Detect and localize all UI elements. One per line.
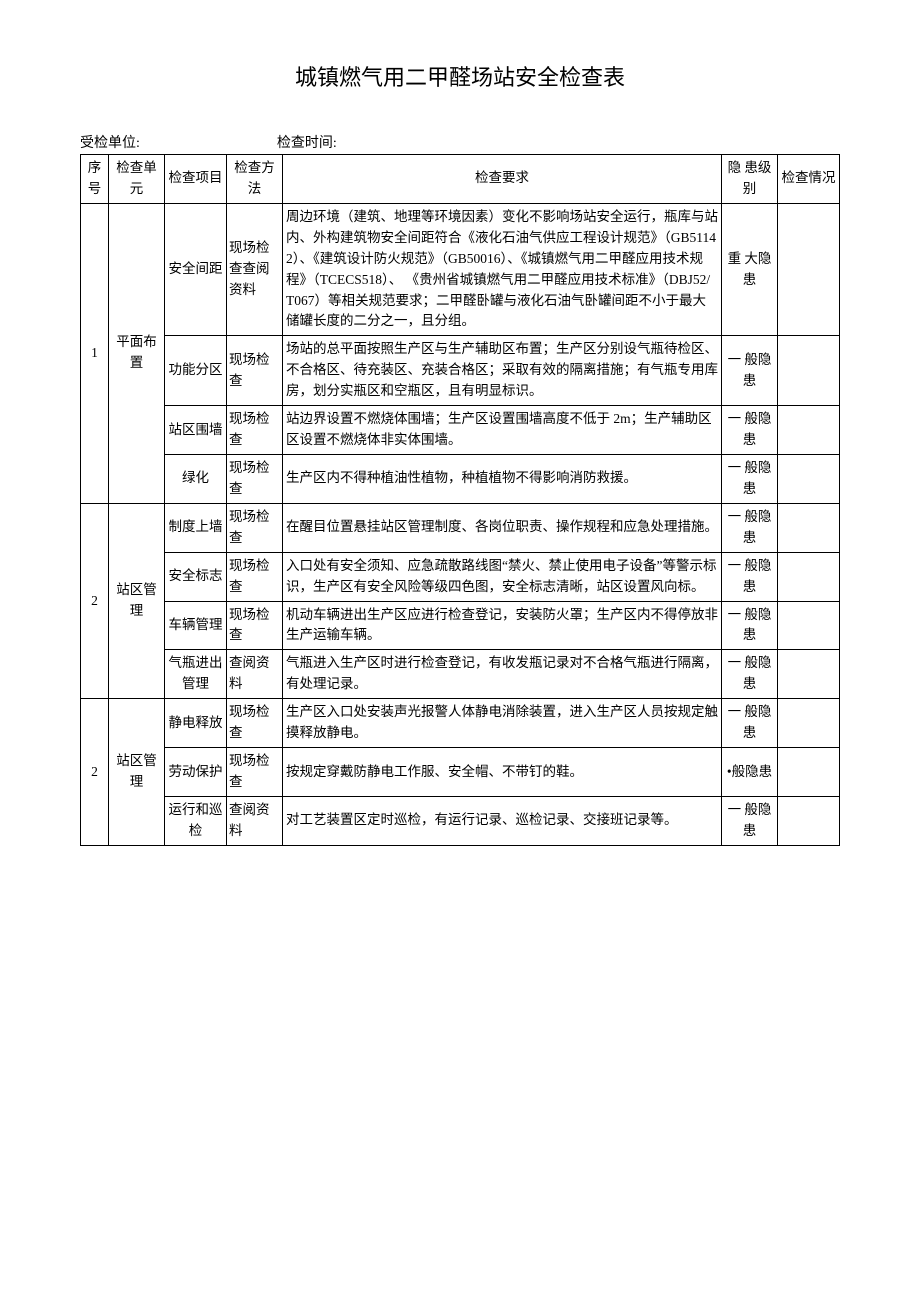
table-row: 车辆管理现场检查机动车辆进出生产区应进行检查登记，安装防火罩；生产区内不得停放非… — [81, 601, 840, 650]
cell-method: 现场检查 — [227, 503, 283, 552]
inspected-unit-label: 受检单位: — [80, 132, 140, 152]
table-row: 1平面布置安全间距现场检查查阅资料周边环境（建筑、地理等环境因素）变化不影响场站… — [81, 203, 840, 336]
cell-requirement: 在醒目位置悬挂站区管理制度、各岗位职责、操作规程和应急处理措施。 — [283, 503, 722, 552]
cell-item: 安全间距 — [165, 203, 227, 336]
cell-status — [778, 601, 840, 650]
inspection-table: 序号 检查单元 检查项目 检查方法 检查要求 隐 患级别 检查情况 1平面布置安… — [80, 154, 840, 846]
cell-method: 查阅资料 — [227, 796, 283, 845]
cell-status — [778, 650, 840, 699]
cell-level: 一 般隐患 — [722, 650, 778, 699]
table-row: 功能分区现场检查场站的总平面按照生产区与生产辅助区布置；生产区分别设气瓶待检区、… — [81, 336, 840, 406]
cell-seq: 2 — [81, 503, 109, 698]
cell-item: 功能分区 — [165, 336, 227, 406]
cell-item: 运行和巡检 — [165, 796, 227, 845]
cell-seq: 1 — [81, 203, 109, 503]
cell-method: 现场检查 — [227, 748, 283, 797]
cell-level: 一 般隐患 — [722, 699, 778, 748]
cell-method: 现场检查查阅资料 — [227, 203, 283, 336]
table-row: 绿化现场检查生产区内不得种植油性植物，种植植物不得影响消防救援。一 般隐患 — [81, 454, 840, 503]
cell-status — [778, 748, 840, 797]
header-seq: 序号 — [81, 155, 109, 204]
inspection-time-label: 检查时间: — [277, 132, 337, 152]
cell-status — [778, 203, 840, 336]
cell-item: 车辆管理 — [165, 601, 227, 650]
cell-unit: 站区管理 — [109, 503, 165, 698]
cell-status — [778, 454, 840, 503]
cell-seq: 2 — [81, 699, 109, 846]
cell-requirement: 场站的总平面按照生产区与生产辅助区布置；生产区分别设气瓶待检区、不合格区、待充装… — [283, 336, 722, 406]
cell-level: 一 般隐患 — [722, 406, 778, 455]
cell-item: 静电释放 — [165, 699, 227, 748]
cell-requirement: 机动车辆进出生产区应进行检查登记，安装防火罩；生产区内不得停放非生产运输车辆。 — [283, 601, 722, 650]
cell-method: 查阅资料 — [227, 650, 283, 699]
cell-requirement: 入口处有安全须知、应急疏散路线图“禁火、禁止使用电子设备”等警示标识，生产区有安… — [283, 552, 722, 601]
table-header-row: 序号 检查单元 检查项目 检查方法 检查要求 隐 患级别 检查情况 — [81, 155, 840, 204]
cell-status — [778, 406, 840, 455]
cell-level: 一 般隐患 — [722, 454, 778, 503]
cell-item: 制度上墙 — [165, 503, 227, 552]
cell-item: 安全标志 — [165, 552, 227, 601]
cell-item: 气瓶进出管理 — [165, 650, 227, 699]
header-status: 检查情况 — [778, 155, 840, 204]
cell-level: 一 般隐患 — [722, 503, 778, 552]
cell-requirement: 气瓶进入生产区时进行检查登记，有收发瓶记录对不合格气瓶进行隔离，有处理记录。 — [283, 650, 722, 699]
meta-row: 受检单位: 检查时间: — [80, 132, 840, 152]
cell-method: 现场检查 — [227, 552, 283, 601]
cell-method: 现场检查 — [227, 406, 283, 455]
cell-status — [778, 699, 840, 748]
cell-level: 一 般隐患 — [722, 796, 778, 845]
cell-level: 一 般隐患 — [722, 601, 778, 650]
header-req: 检查要求 — [283, 155, 722, 204]
cell-status — [778, 336, 840, 406]
cell-unit: 站区管理 — [109, 699, 165, 846]
table-row: 安全标志现场检查入口处有安全须知、应急疏散路线图“禁火、禁止使用电子设备”等警示… — [81, 552, 840, 601]
cell-method: 现场检查 — [227, 699, 283, 748]
cell-level: 一 般隐患 — [722, 552, 778, 601]
cell-requirement: 生产区入口处安装声光报警人体静电消除装置，进入生产区人员按规定触摸释放静电。 — [283, 699, 722, 748]
cell-level: 一 般隐患 — [722, 336, 778, 406]
table-row: 2站区管理静电释放现场检查生产区入口处安装声光报警人体静电消除装置，进入生产区人… — [81, 699, 840, 748]
page-title: 城镇燃气用二甲醛场站安全检查表 — [80, 60, 840, 92]
cell-status — [778, 503, 840, 552]
cell-requirement: 周边环境（建筑、地理等环境因素）变化不影响场站安全运行，瓶库与站内、外构建筑物安… — [283, 203, 722, 336]
cell-method: 现场检查 — [227, 454, 283, 503]
header-item: 检查项目 — [165, 155, 227, 204]
header-method: 检查方法 — [227, 155, 283, 204]
cell-method: 现场检查 — [227, 336, 283, 406]
cell-level: 重 大隐患 — [722, 203, 778, 336]
cell-unit: 平面布置 — [109, 203, 165, 503]
cell-item: 站区围墙 — [165, 406, 227, 455]
table-row: 运行和巡检查阅资料对工艺装置区定时巡检，有运行记录、巡检记录、交接班记录等。一 … — [81, 796, 840, 845]
header-unit: 检查单元 — [109, 155, 165, 204]
cell-level: •般隐患 — [722, 748, 778, 797]
cell-requirement: 生产区内不得种植油性植物，种植植物不得影响消防救援。 — [283, 454, 722, 503]
cell-requirement: 按规定穿戴防静电工作服、安全帽、不带钉的鞋。 — [283, 748, 722, 797]
cell-item: 绿化 — [165, 454, 227, 503]
cell-method: 现场检查 — [227, 601, 283, 650]
cell-requirement: 对工艺装置区定时巡检，有运行记录、巡检记录、交接班记录等。 — [283, 796, 722, 845]
table-row: 劳动保护现场检查按规定穿戴防静电工作服、安全帽、不带钉的鞋。•般隐患 — [81, 748, 840, 797]
header-level: 隐 患级别 — [722, 155, 778, 204]
table-row: 2站区管理制度上墙现场检查在醒目位置悬挂站区管理制度、各岗位职责、操作规程和应急… — [81, 503, 840, 552]
table-row: 站区围墙现场检查站边界设置不燃烧体围墙；生产区设置围墙高度不低于 2m；生产辅助… — [81, 406, 840, 455]
cell-status — [778, 796, 840, 845]
table-body: 1平面布置安全间距现场检查查阅资料周边环境（建筑、地理等环境因素）变化不影响场站… — [81, 203, 840, 845]
cell-status — [778, 552, 840, 601]
cell-item: 劳动保护 — [165, 748, 227, 797]
cell-requirement: 站边界设置不燃烧体围墙；生产区设置围墙高度不低于 2m；生产辅助区区设置不燃烧体… — [283, 406, 722, 455]
table-row: 气瓶进出管理查阅资料气瓶进入生产区时进行检查登记，有收发瓶记录对不合格气瓶进行隔… — [81, 650, 840, 699]
